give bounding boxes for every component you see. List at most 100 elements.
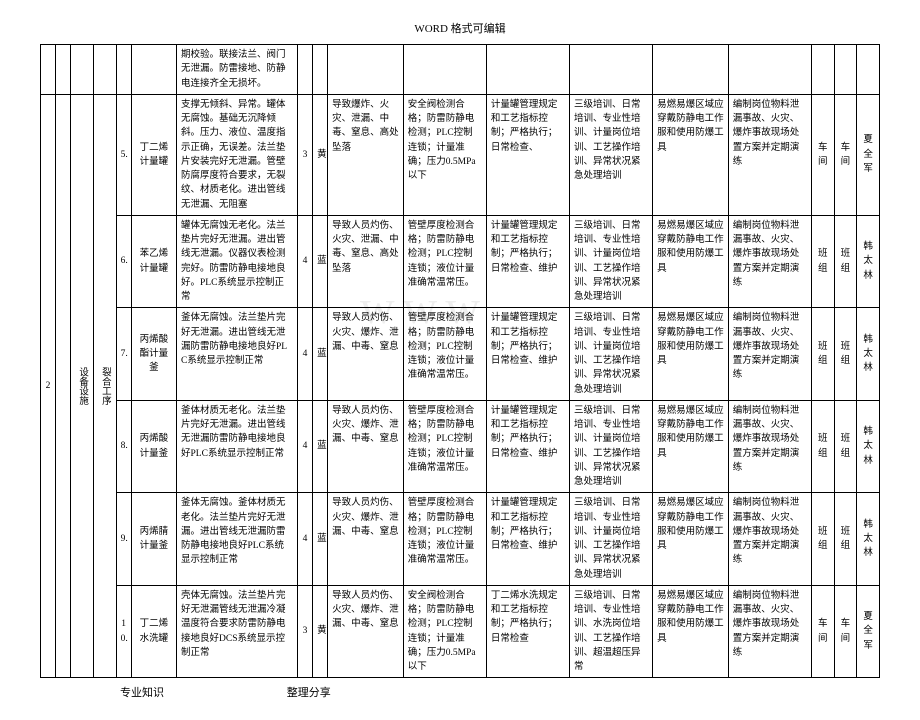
- cell-r1: 班组: [811, 215, 834, 308]
- cell-c6: 编制岗位物料泄漏事故、火灾、爆炸事故现场处置方案并定期演练: [728, 94, 811, 215]
- cell-name: 苯乙烯计量罐: [131, 215, 176, 308]
- cell-r2: 班组: [834, 400, 857, 493]
- cell: [328, 45, 404, 95]
- cell: [116, 45, 131, 95]
- cell-n1: 4: [297, 493, 312, 586]
- footer-right: 整理分享: [287, 687, 331, 699]
- table-row: 2设备设施裂合工序5.丁二烯计量罐支撑无倾斜、异常。罐体无腐蚀。基础无沉降倾斜。…: [41, 94, 880, 215]
- table-row: 9.丙烯腈计量釜釜体无腐蚀。釜体材质无老化。法兰垫片完好无泄漏。进出管线无泄漏防…: [41, 493, 880, 586]
- cell: [570, 45, 653, 95]
- cell: [56, 45, 71, 95]
- table-row: 6.苯乙烯计量罐罐体无腐蚀无老化。法兰垫片完好无泄漏。进出管线无泄漏。仪器仪表检…: [41, 215, 880, 308]
- cell-c6: 编制岗位物料泄漏事故、火灾、爆炸事故现场处置方案并定期演练: [728, 215, 811, 308]
- cell-no: 10.: [116, 585, 131, 678]
- cell-c2: 安全阀检测合格；防雷防静电检测；PLC控制连锁；计量准确；压力0.5MPa以下: [403, 94, 486, 215]
- cell-name: 丙烯腈计量釜: [131, 493, 176, 586]
- cell-c1: 导致人员灼伤、火灾、爆炸、泄漏、中毒、窒息: [328, 493, 404, 586]
- cell-c3: 计量罐管理规定和工艺指标控制；严格执行；日常检查、: [486, 94, 569, 215]
- group-cat1: 设备设施: [71, 94, 94, 678]
- cell-c1: 导致人员灼伤、火灾、爆炸、泄漏、中毒、窒息: [328, 308, 404, 401]
- cell-c5: 易燃易爆区域应穿戴防静电工作服和使用防爆工具: [653, 94, 729, 215]
- cell-c2: 管壁厚度检测合格；防雷防静电检测；PLC控制连锁；液位计量准确常温常压。: [403, 308, 486, 401]
- cell-r3: 韩太林: [857, 400, 880, 493]
- cell-r3: 韩太林: [857, 493, 880, 586]
- cell-desc: 釜体材质无老化。法兰垫片完好无泄漏。进出管线无泄漏防雷防静电接地良好PLC系统显…: [177, 400, 298, 493]
- cell-c3: 丁二烯水洗规定和工艺指标控制；严格执行；日常检查: [486, 585, 569, 678]
- page-footer: 专业知识 整理分享: [40, 684, 880, 700]
- cell-c3: 计量罐管理规定和工艺指标控制；严格执行；日常检查、维护: [486, 215, 569, 308]
- cell-c5: 易燃易爆区域应穿戴防静电工作服和使用防爆工具: [653, 585, 729, 678]
- cell-n2: 蓝: [313, 215, 328, 308]
- table-row: 10.丁二烯水洗罐壳体无腐蚀。法兰垫片完好无泄漏管线无泄漏冷凝温度符合要求防雷防…: [41, 585, 880, 678]
- cell-no: 7.: [116, 308, 131, 401]
- cell: [403, 45, 486, 95]
- page-header: WORD 格式可编辑: [40, 20, 880, 36]
- cell-n1: 4: [297, 400, 312, 493]
- cell-r2: 车间: [834, 94, 857, 215]
- table-row: 8.丙烯酸计量釜釜体材质无老化。法兰垫片完好无泄漏。进出管线无泄漏防雷防静电接地…: [41, 400, 880, 493]
- cell-r2: 班组: [834, 493, 857, 586]
- cell-c4: 三级培训、日常培训、专业性培训、计量岗位培训、工艺操作培训、异常状况紧急处理培训: [570, 308, 653, 401]
- cell-c1: 导致人员灼伤、火灾、爆炸、泄漏、中毒、窒息: [328, 585, 404, 678]
- cell-r1: 车间: [811, 585, 834, 678]
- cell-c4: 三级培训、日常培训、专业性培训、计量岗位培训、工艺操作培训、异常状况紧急处理培训: [570, 493, 653, 586]
- cell-c2: 管壁厚度检测合格；防雷防静电检测；PLC控制连锁；液位计量准确常温常压。: [403, 400, 486, 493]
- cell: [857, 45, 880, 95]
- cell-c6: 编制岗位物料泄漏事故、火灾、爆炸事故现场处置方案并定期演练: [728, 493, 811, 586]
- cell-desc: 釜体无腐蚀。法兰垫片完好无泄漏。进出管线无泄漏防雷防静电接地良好PLC系统显示控…: [177, 308, 298, 401]
- cell-n2: 黄: [313, 94, 328, 215]
- cell-r1: 班组: [811, 493, 834, 586]
- footer-left: 专业知识: [120, 687, 164, 699]
- cell-c5: 易燃易爆区域应穿戴防静电工作服和使用防爆工具: [653, 493, 729, 586]
- cell-c6: 编制岗位物料泄漏事故、火灾、爆炸事故现场处置方案并定期演练: [728, 308, 811, 401]
- table-row: 7.丙烯酸酯计量釜釜体无腐蚀。法兰垫片完好无泄漏。进出管线无泄漏防雷防静电接地良…: [41, 308, 880, 401]
- cell: [653, 45, 729, 95]
- cell-c2: 管壁厚度检测合格；防雷防静电检测；PLC控制连锁；液位计量准确常温常压。: [403, 493, 486, 586]
- cell-desc: 罐体无腐蚀无老化。法兰垫片完好无泄漏。进出管线无泄漏。仪器仪表检测完好。防雷防静…: [177, 215, 298, 308]
- cell-r2: 班组: [834, 308, 857, 401]
- cell-n2: 黄: [313, 585, 328, 678]
- cell-name: 丁二烯计量罐: [131, 94, 176, 215]
- cell-r2: 班组: [834, 215, 857, 308]
- cell: [71, 45, 94, 95]
- cell-c3: 计量罐管理规定和工艺指标控制；严格执行；日常检查、维护: [486, 400, 569, 493]
- cell-c3: 计量罐管理规定和工艺指标控制；严格执行；日常检查、维护: [486, 493, 569, 586]
- cell-c6: 编制岗位物料泄漏事故、火灾、爆炸事故现场处置方案并定期演练: [728, 400, 811, 493]
- table-row: 期校验。联接法兰、阀门无泄漏。防雷接地、防静电连接齐全无损坏。: [41, 45, 880, 95]
- cell-n1: 3: [297, 585, 312, 678]
- cell: [811, 45, 834, 95]
- cell-no: 6.: [116, 215, 131, 308]
- cell-name: 丁二烯水洗罐: [131, 585, 176, 678]
- cell-c5: 易燃易爆区域应穿戴防静电工作服和使用防爆工具: [653, 215, 729, 308]
- cell-r1: 班组: [811, 308, 834, 401]
- group-seq: 2: [41, 94, 56, 678]
- cell-r3: 夏全军: [857, 585, 880, 678]
- cell-c3: 计量罐管理规定和工艺指标控制；严格执行；日常检查、维护: [486, 308, 569, 401]
- cell-c4: 三级培训、日常培训、专业性培训、水洗岗位培训、工艺操作培训、超温超压异常: [570, 585, 653, 678]
- cell-no: 9.: [116, 493, 131, 586]
- cell: [41, 45, 56, 95]
- cell-r3: 韩太林: [857, 215, 880, 308]
- cell-r1: 班组: [811, 400, 834, 493]
- cell-no: 8.: [116, 400, 131, 493]
- cell-r1: 车间: [811, 94, 834, 215]
- cell-c1: 导致爆炸、火灾、泄漏、中毒、窒息、高处坠落: [328, 94, 404, 215]
- group-blank: [56, 94, 71, 678]
- cell-c4: 三级培训、日常培训、专业性培训、计量岗位培训、工艺操作培训、异常状况紧急处理培训: [570, 400, 653, 493]
- cell-r3: 韩太林: [857, 308, 880, 401]
- cell-n1: 4: [297, 215, 312, 308]
- cell-c2: 管壁厚度检测合格；防雷防静电检测；PLC控制连锁；液位计量准确常温常压。: [403, 215, 486, 308]
- cell: [728, 45, 811, 95]
- cell-c4: 三级培训、日常培训、专业性培训、计量岗位培训、工艺操作培训、异常状况紧急处理培训: [570, 215, 653, 308]
- cell-n2: 蓝: [313, 400, 328, 493]
- cell: [486, 45, 569, 95]
- group-cat2: 裂合工序: [93, 94, 116, 678]
- cell: [93, 45, 116, 95]
- cell: [313, 45, 328, 95]
- cell-c1: 导致人员灼伤、火灾、爆炸、泄漏、中毒、窒息: [328, 400, 404, 493]
- cell-r3: 夏全军: [857, 94, 880, 215]
- cell-desc: 釜体无腐蚀。釜体材质无老化。法兰垫片完好无泄漏。进出管线无泄漏防雷防静电接地良好…: [177, 493, 298, 586]
- cell-c5: 易燃易爆区域应穿戴防静电工作服和使用防爆工具: [653, 400, 729, 493]
- cell-name: 丙烯酸计量釜: [131, 400, 176, 493]
- cell-c6: 编制岗位物料泄漏事故、火灾、爆炸事故现场处置方案并定期演练: [728, 585, 811, 678]
